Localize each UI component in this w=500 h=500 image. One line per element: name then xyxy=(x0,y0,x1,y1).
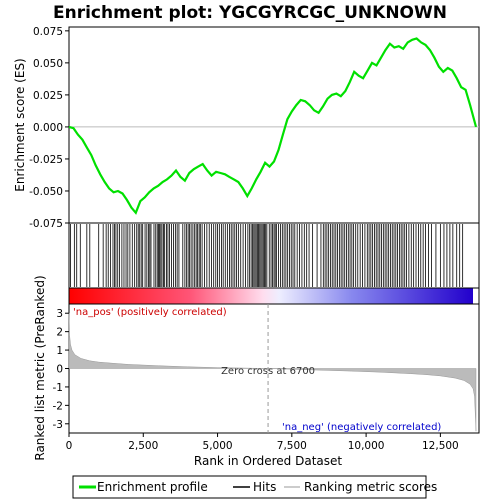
x-tick-label: 7,500 xyxy=(277,440,307,452)
negative-correlation-label: 'na_neg' (negatively correlated) xyxy=(282,422,441,433)
metric-y-tick-label: 3 xyxy=(56,308,63,320)
metric-y-tick-label: -2 xyxy=(53,400,63,412)
x-ticks: 0 2,500 5,000 7,500 10,000 12,500 xyxy=(66,433,459,452)
ranking-color-bar xyxy=(69,288,473,304)
es-y-tick-label: 0.075 xyxy=(33,26,63,38)
metric-y-tick-label: -1 xyxy=(53,382,63,394)
x-tick-label: 2,500 xyxy=(128,440,158,452)
x-axis-label: Rank in Ordered Dataset xyxy=(194,454,342,468)
metric-y-tick-label: 2 xyxy=(56,327,63,339)
es-y-tick-label: -0.025 xyxy=(29,154,63,166)
zero-cross-label: Zero cross at 6700 xyxy=(221,366,315,377)
positive-correlation-label: 'na_pos' (positively correlated) xyxy=(73,307,227,318)
x-tick-label: 12,500 xyxy=(422,440,459,452)
metric-y-tick-label: -3 xyxy=(53,419,63,431)
legend-ranking-label: Ranking metric scores xyxy=(304,480,437,494)
es-y-tick-label: -0.075 xyxy=(29,218,63,230)
x-tick-label: 5,000 xyxy=(203,440,233,452)
metric-y-tick-label: 0 xyxy=(56,364,63,376)
enrichment-profile-line xyxy=(68,37,478,215)
hit-marks xyxy=(70,224,464,287)
x-tick-label: 0 xyxy=(66,440,73,452)
es-y-tick-label: 0.025 xyxy=(33,90,63,102)
es-y-tick-label: 0.000 xyxy=(33,122,63,134)
x-tick-label: 10,000 xyxy=(348,440,385,452)
es-y-tick-label: 0.050 xyxy=(33,58,63,70)
es-y-axis-label: Enrichment score (ES) xyxy=(13,58,27,191)
metric-y-axis-label: Ranked list metric (PreRanked) xyxy=(33,275,47,460)
es-y-tick-label: -0.050 xyxy=(29,186,63,198)
metric-y-tick-label: 1 xyxy=(56,345,63,357)
chart-title: Enrichment plot: YGCGYRCGC_UNKNOWN xyxy=(53,3,447,23)
legend-hits-label: Hits xyxy=(253,480,276,494)
es-y-ticks: -0.075 -0.050 -0.025 0.000 0.025 0.050 0.075 xyxy=(29,26,69,230)
legend-enrichment-label: Enrichment profile xyxy=(97,480,208,494)
metric-y-ticks: -3 -2 -1 0 1 2 3 xyxy=(53,308,69,431)
es-panel-frame xyxy=(68,26,480,224)
